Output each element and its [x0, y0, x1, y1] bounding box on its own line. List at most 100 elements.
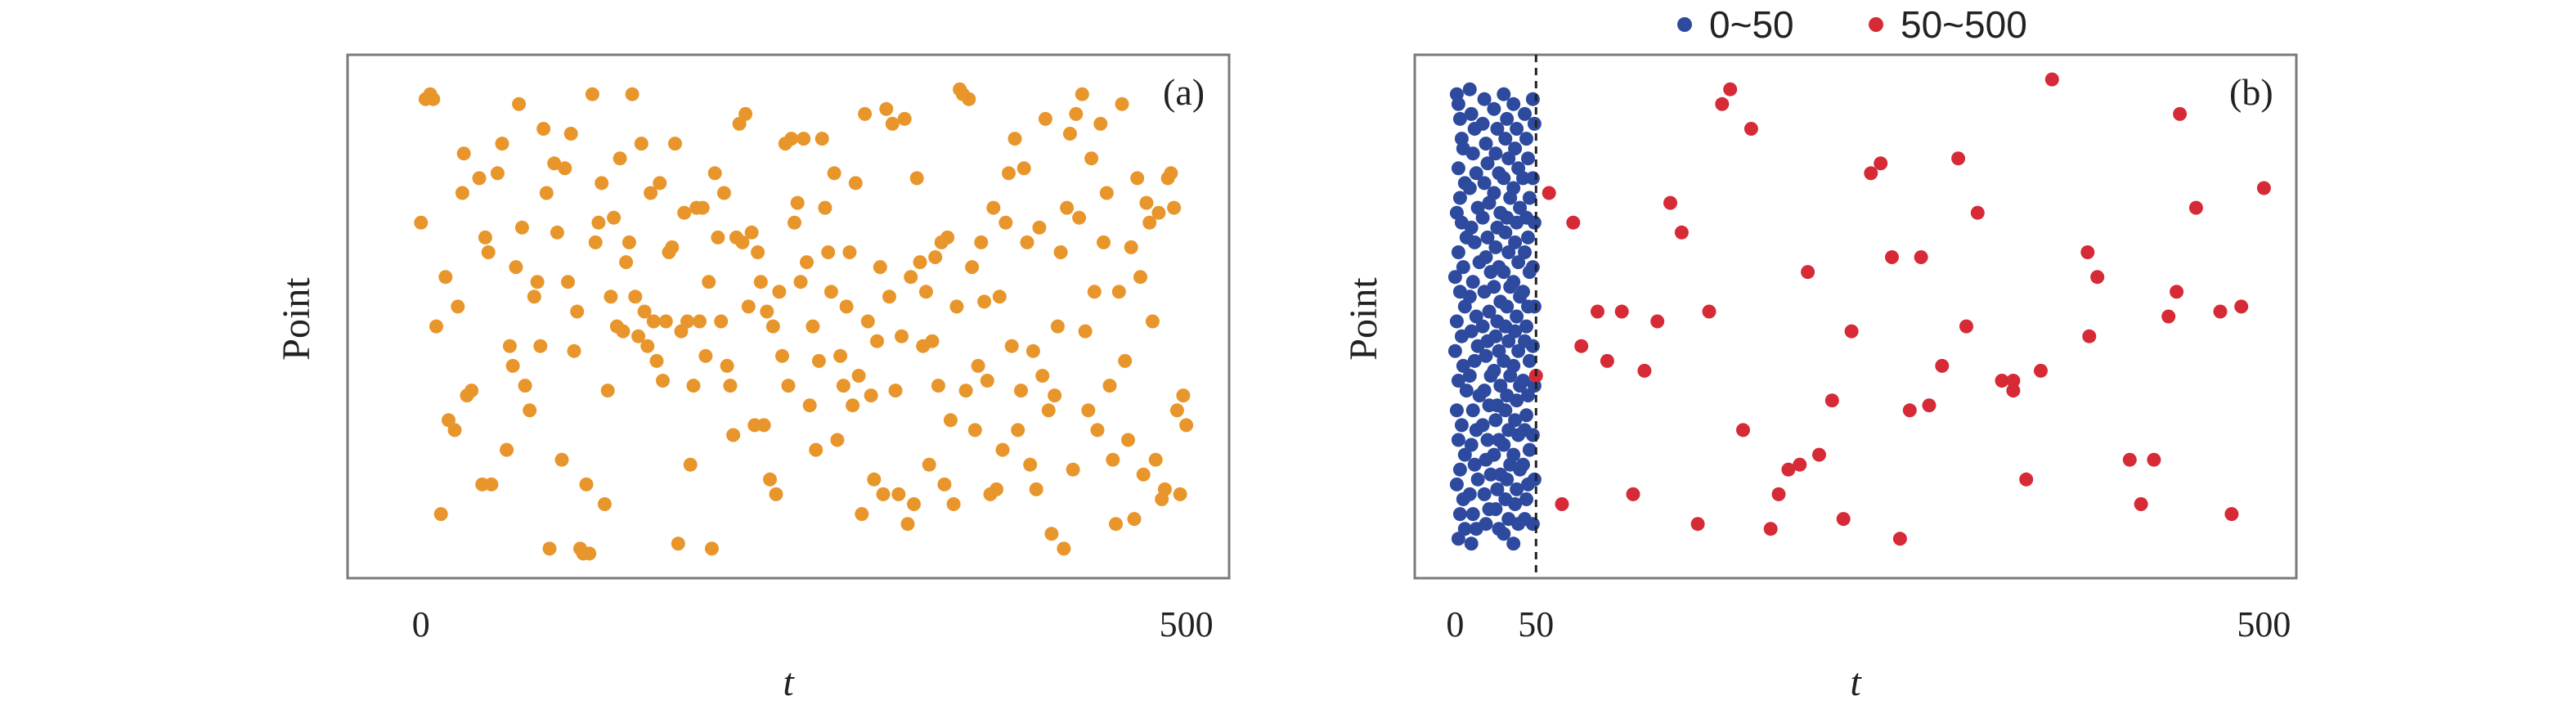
panel-a-series-0-point-140 [870, 334, 884, 348]
panel-a-series-0-point-183 [1002, 166, 1016, 181]
panel-b-series-0-point-132 [1497, 527, 1511, 541]
panel-b-series-1-point-31 [1892, 532, 1907, 546]
panel-b-series-0-point-80 [1483, 467, 1498, 482]
panel-a-series-0-point-8 [447, 423, 462, 438]
panel-a-series-0-point-83 [695, 200, 710, 215]
panel-b-series-0-point-165 [1518, 245, 1532, 259]
panel-b-series-1-point-33 [1914, 250, 1928, 264]
panel-b-series-0-point-67 [1479, 250, 1493, 264]
panel-a-series-0-point-92 [723, 379, 738, 393]
panel-b-series-0-point-85 [1490, 122, 1505, 136]
panel-b-series-1-point-24 [1812, 447, 1826, 462]
panel-b-series-0-point-96 [1488, 329, 1503, 343]
panel-a-series-0-point-220 [1115, 96, 1129, 111]
panel-a-series-0-point-175 [977, 294, 992, 309]
panel-a-series-0-point-231 [1148, 452, 1163, 467]
panel-b-series-0-point-39 [1464, 220, 1479, 235]
panel-a-series-0-point-230 [1145, 314, 1160, 329]
panel-b-series-1-point-47 [2082, 329, 2097, 343]
panel-b-series-0-point-117 [1497, 265, 1511, 280]
legend-label-50-500: 50~500 [1901, 3, 2027, 46]
panel-a-series-0-point-189 [1020, 235, 1034, 249]
panel-b-series-0-point-62 [1480, 156, 1495, 171]
panel-b-series-1-point-30 [1885, 250, 1899, 264]
panel-b-series-0-point-140 [1508, 235, 1523, 249]
panel-a-series-0-point-166 [949, 299, 964, 314]
panel-a-series-0-point-54 [607, 210, 622, 225]
panel-b-series-1-point-35 [1935, 358, 1950, 373]
panel-b-series-1-point-4 [1574, 339, 1589, 353]
panel-a-series-0-point-21 [500, 442, 514, 457]
panel-a-series-0-point-53 [604, 289, 618, 304]
panel-b-series-0-point-111 [1501, 151, 1516, 166]
panel-a-series-0-point-35 [547, 156, 562, 171]
panel-b-series-1-point-29 [1874, 156, 1888, 171]
panel-b-series-0-point-160 [1521, 151, 1535, 166]
panel-a-x-tick-label-0: 0 [412, 604, 430, 644]
panel-a-label: (a) [1163, 71, 1205, 113]
panel-a-series-0-point-29 [527, 289, 541, 304]
panel-a-series-0-point-197 [1044, 527, 1059, 541]
panel-a-series-0-point-52 [600, 384, 615, 398]
panel-b-series-0-point-179 [1519, 492, 1533, 506]
panel-b-series-0-point-27 [1449, 477, 1464, 491]
panel-a-series-0-point-70 [656, 374, 670, 388]
panel-b-series-0-point-93 [1487, 280, 1501, 294]
panel-b-series-0-point-13 [1447, 270, 1462, 285]
panel-b-series-0-point-84 [1487, 101, 1501, 116]
panel-b-series-1-point-52 [2170, 285, 2184, 299]
panel-a-series-0-point-111 [781, 379, 796, 393]
panel-b-series-0-point-147 [1506, 358, 1521, 373]
panel-a-x-ticks: 0 500 [412, 604, 1214, 644]
panel-a-series-0-point-185 [1008, 132, 1022, 146]
panel-b-series-1-point-57 [2234, 299, 2249, 314]
panel-a-series-0-point-223 [1124, 240, 1138, 254]
panel-a-series-0-point-68 [649, 353, 664, 368]
panel-a-series-0-point-201 [1057, 541, 1071, 556]
panel-b-series-1-point-10 [1650, 314, 1665, 329]
panel-a-series-0-point-228 [1139, 195, 1154, 210]
panel-b-series-0-point-48 [1462, 369, 1477, 383]
panel-a-series-0-point-20 [495, 137, 509, 151]
panel-b-series-1-point-17 [1744, 122, 1758, 136]
panel-b-series-0-point-105 [1490, 482, 1505, 496]
panel-b-series-0-point-61 [1479, 137, 1493, 151]
panel-b-series-1-point-19 [1763, 522, 1778, 536]
panel-a-series-0-point-165 [946, 497, 961, 511]
panel-a-series-0-point-99 [744, 225, 759, 240]
panel-a-series-0-point-240 [1176, 388, 1191, 403]
panel-a-series-0-point-131 [842, 245, 857, 259]
panel-b-series-1-point-22 [1793, 457, 1807, 472]
panel-b-series-0-point-174 [1519, 408, 1533, 423]
panel-b-series-0-point-158 [1518, 106, 1532, 121]
panel-b-frame [1413, 53, 2298, 580]
panel-b-series-0-point-52 [1464, 438, 1479, 452]
panel-b-series-0-point-24 [1451, 433, 1465, 447]
panel-a-series-0-point-2 [426, 92, 441, 106]
panel-a-series-0-point-211 [1087, 285, 1102, 299]
panel-a-series-0-point-31 [533, 339, 548, 353]
panel-b-x-tick-label-0: 0 [1446, 604, 1464, 644]
panel-a-series-0-point-65 [640, 339, 655, 353]
panel-a-series-0-point-33 [539, 186, 554, 200]
panel-b-series-0-point-99 [1493, 379, 1508, 393]
panel-b-y-axis-label: Point [1342, 277, 1385, 361]
panel-a-series-0-point-195 [1038, 111, 1052, 126]
panel-b-series-0-point-176 [1522, 442, 1537, 457]
panel-a-series-0-point-86 [704, 541, 719, 556]
panel-a-series-0-point-126 [827, 166, 841, 181]
panel-a-series-0-point-141 [873, 260, 887, 275]
panel-b-series-0-point-70 [1482, 304, 1497, 319]
panel-a-series-0-point-121 [811, 353, 826, 368]
panel-b-series-0-point-26 [1452, 462, 1467, 477]
panel-b-series-0-point-40 [1467, 235, 1482, 249]
panel-b-series-0-point-182 [1527, 116, 1542, 131]
panel-a-series-0-point-137 [860, 314, 875, 329]
panel-b-series-1-point-34 [1922, 398, 1936, 413]
panel-a-series-0-point-234 [1157, 482, 1172, 496]
panel-b-series-0-point-127 [1497, 438, 1511, 452]
panel-a-series-0-point-79 [683, 457, 698, 472]
panel-b-series-1-point-15 [1715, 96, 1730, 111]
panel-a-series-0-point-226 [1133, 270, 1147, 285]
